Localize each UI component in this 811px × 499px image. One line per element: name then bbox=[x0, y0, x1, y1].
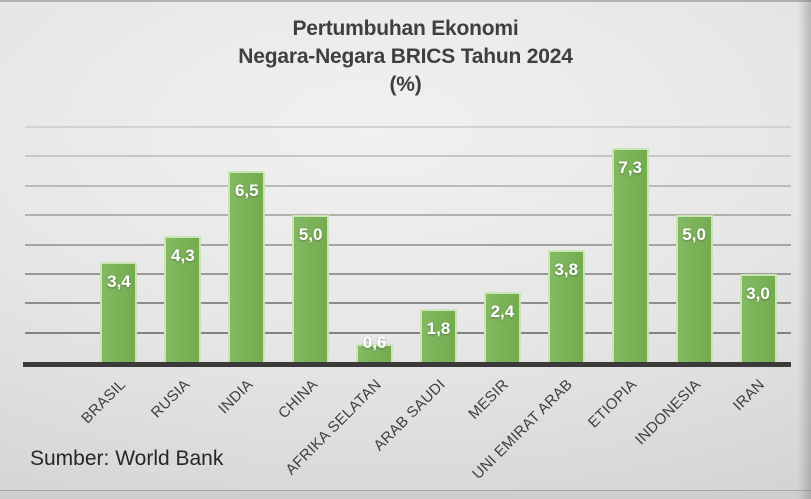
chart-title-line-3: (%) bbox=[389, 73, 422, 96]
category-label-afrika-selatan: AFRIKA SELATAN bbox=[282, 376, 385, 479]
bar-value-label: 5,0 bbox=[682, 225, 706, 245]
bar-mesir: 2,4 bbox=[483, 291, 521, 362]
bar-series: 3,4 4,3 6,5 5,0 0,6 1,8 2,4 3,8 7,3 5,0 3,0 bbox=[87, 127, 790, 362]
bar-slot: 2,4 bbox=[470, 127, 534, 362]
slide-top-edge bbox=[0, 0, 811, 2]
bar-slot: 4,3 bbox=[151, 127, 215, 362]
plot-area: 3,4 4,3 6,5 5,0 0,6 1,8 2,4 3,8 7,3 5,0 3,0 bbox=[25, 126, 791, 362]
bar-arab-saudi: 1,8 bbox=[419, 309, 457, 362]
bar-china: 5,0 bbox=[292, 215, 330, 362]
bar-value-label: 0,6 bbox=[362, 333, 387, 353]
x-axis-line bbox=[23, 362, 791, 367]
category-label-india: INDIA bbox=[215, 376, 257, 418]
gridline bbox=[25, 272, 791, 275]
bar-afrika-selatan: 0,6 bbox=[356, 333, 394, 362]
category-label-etiopia: ETIOPIA bbox=[584, 376, 641, 432]
category-label-uni-emirat-arab: UNI EMIRAT ARAB bbox=[469, 376, 577, 483]
chart-title-line-1: Pertumbuhan Ekonomi bbox=[292, 17, 519, 40]
gridline bbox=[25, 214, 791, 217]
bar-indonesia: 5,0 bbox=[675, 215, 713, 362]
bar-slot: 3,0 bbox=[726, 127, 790, 362]
gridline bbox=[25, 331, 791, 334]
bar-india: 6,5 bbox=[228, 171, 266, 362]
bar-value-label: 3,8 bbox=[554, 260, 579, 280]
bar-slot: 6,5 bbox=[215, 127, 279, 362]
bar-uni-emirat-arab: 3,8 bbox=[547, 250, 585, 362]
category-label-indonesia: INDONESIA bbox=[631, 376, 705, 449]
bar-slot: 3,8 bbox=[534, 127, 598, 362]
bar-value-label: 3,4 bbox=[107, 272, 131, 292]
category-label-china: CHINA bbox=[274, 376, 321, 423]
bar-value-label: 5,0 bbox=[298, 225, 323, 245]
bar-slot: 1,8 bbox=[407, 127, 471, 362]
bar-rusia: 4,3 bbox=[164, 235, 202, 362]
category-label-brasil: BRASIL bbox=[77, 376, 129, 428]
bar-slot: 5,0 bbox=[662, 127, 726, 362]
source-caption: Sumber: World Bank bbox=[30, 447, 224, 470]
gridline bbox=[25, 302, 791, 305]
gridline bbox=[25, 155, 791, 158]
slide-bottom-edge bbox=[0, 490, 811, 499]
bar-iran: 3,0 bbox=[739, 273, 777, 362]
category-label-arab-saudi: ARAB SAUDI bbox=[370, 376, 449, 455]
bar-brasil: 3,4 bbox=[100, 262, 138, 362]
gridline bbox=[25, 126, 791, 128]
bar-value-label: 2,4 bbox=[490, 301, 515, 321]
category-label-iran: IRAN bbox=[729, 376, 769, 415]
category-label-rusia: RUSIA bbox=[147, 376, 193, 422]
bar-slot: 5,0 bbox=[279, 127, 343, 362]
gridline bbox=[25, 243, 791, 246]
chart-title-line-2: Negara-Negara BRICS Tahun 2024 bbox=[238, 45, 573, 68]
bar-value-label: 6,5 bbox=[234, 181, 259, 201]
category-label-mesir: MESIR bbox=[465, 376, 513, 423]
slide-right-edge bbox=[798, 0, 811, 499]
chart-title: Pertumbuhan Ekonomi Negara-Negara BRICS … bbox=[0, 15, 811, 99]
bar-value-label: 1,8 bbox=[426, 319, 451, 339]
bar-slot: 3,4 bbox=[87, 127, 151, 362]
bar-slot: 7,3 bbox=[598, 127, 662, 362]
bar-slot: 0,6 bbox=[343, 127, 407, 362]
bar-value-label: 4,3 bbox=[171, 245, 195, 265]
bar-value-label: 7,3 bbox=[618, 157, 643, 177]
gridline bbox=[25, 184, 791, 187]
bar-etiopia: 7,3 bbox=[611, 147, 649, 362]
bar-value-label: 3,0 bbox=[746, 283, 770, 303]
